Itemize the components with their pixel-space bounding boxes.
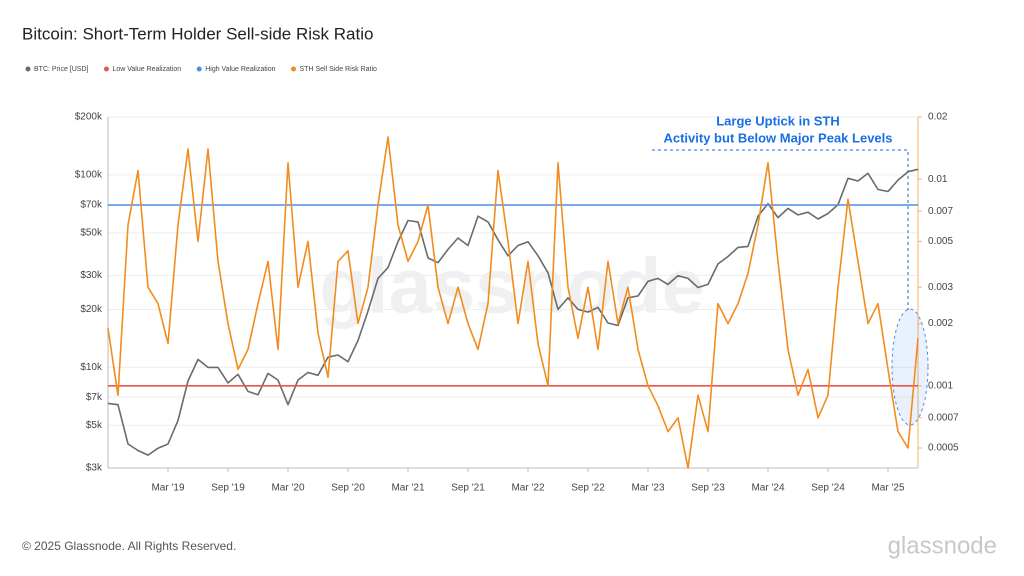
- highlight-ellipse: [891, 308, 929, 426]
- y2-tick-label: 0.0007: [928, 412, 959, 423]
- legend-label: STH Sell Side Risk Ratio: [300, 66, 378, 73]
- legend-label: High Value Realization: [205, 66, 275, 73]
- x-tick-label: Mar '25: [871, 483, 904, 494]
- y2-tick-label: 0.005: [928, 236, 953, 247]
- chart-title: Bitcoin: Short-Term Holder Sell-side Ris…: [22, 24, 373, 43]
- x-tick-label: Sep '21: [451, 483, 485, 494]
- y-tick-label: $20k: [80, 304, 103, 315]
- y-tick-label: $50k: [80, 228, 103, 239]
- brand-logo: glassnode: [888, 532, 997, 559]
- legend-label: BTC: Price [USD]: [34, 66, 89, 73]
- x-tick-label: Mar '20: [271, 483, 304, 494]
- legend-label: Low Value Realization: [112, 66, 181, 73]
- legend-marker: [25, 66, 31, 72]
- y2-tick-label: 0.003: [928, 282, 953, 293]
- y-tick-label: $100k: [75, 170, 103, 181]
- y-tick-label: $70k: [80, 199, 103, 210]
- series-line: [107, 168, 919, 456]
- annotation: Activity but Below Major Peak Levels: [663, 130, 892, 145]
- y2-tick-label: 0.02: [928, 112, 948, 123]
- y2-tick-label: 0.001: [928, 380, 953, 391]
- footer: © 2025 Glassnode. All Rights Reserved.: [22, 539, 236, 553]
- annotation-bracket: [652, 149, 909, 310]
- legend-marker: [291, 66, 297, 72]
- y-tick-label: $3k: [86, 463, 103, 474]
- x-tick-label: Mar '22: [511, 483, 544, 494]
- x-tick-label: Sep '23: [691, 483, 725, 494]
- x-tick-label: Sep '22: [571, 483, 605, 494]
- series-line: [107, 136, 919, 469]
- legend-marker: [196, 66, 202, 72]
- y-tick-label: $10k: [80, 362, 103, 373]
- x-tick-label: Mar '21: [391, 483, 424, 494]
- annotation: Large Uptick in STH: [716, 113, 840, 128]
- x-tick-label: Sep '24: [811, 483, 845, 494]
- x-tick-label: Sep '20: [331, 483, 365, 494]
- watermark: glassnode: [319, 242, 705, 330]
- x-tick-label: Mar '19: [151, 483, 184, 494]
- x-tick-label: Mar '24: [751, 483, 784, 494]
- y-tick-label: $5k: [86, 420, 103, 431]
- y2-tick-label: 0.002: [928, 318, 953, 329]
- y-tick-label: $7k: [86, 392, 103, 403]
- y-tick-label: $30k: [80, 270, 103, 281]
- x-tick-label: Sep '19: [211, 483, 245, 494]
- y-tick-label: $200k: [75, 112, 103, 123]
- x-tick-label: Mar '23: [631, 483, 664, 494]
- legend-marker: [103, 66, 109, 72]
- y2-tick-label: 0.0005: [928, 443, 959, 454]
- y2-tick-label: 0.007: [928, 206, 953, 217]
- y2-tick-label: 0.01: [928, 174, 948, 185]
